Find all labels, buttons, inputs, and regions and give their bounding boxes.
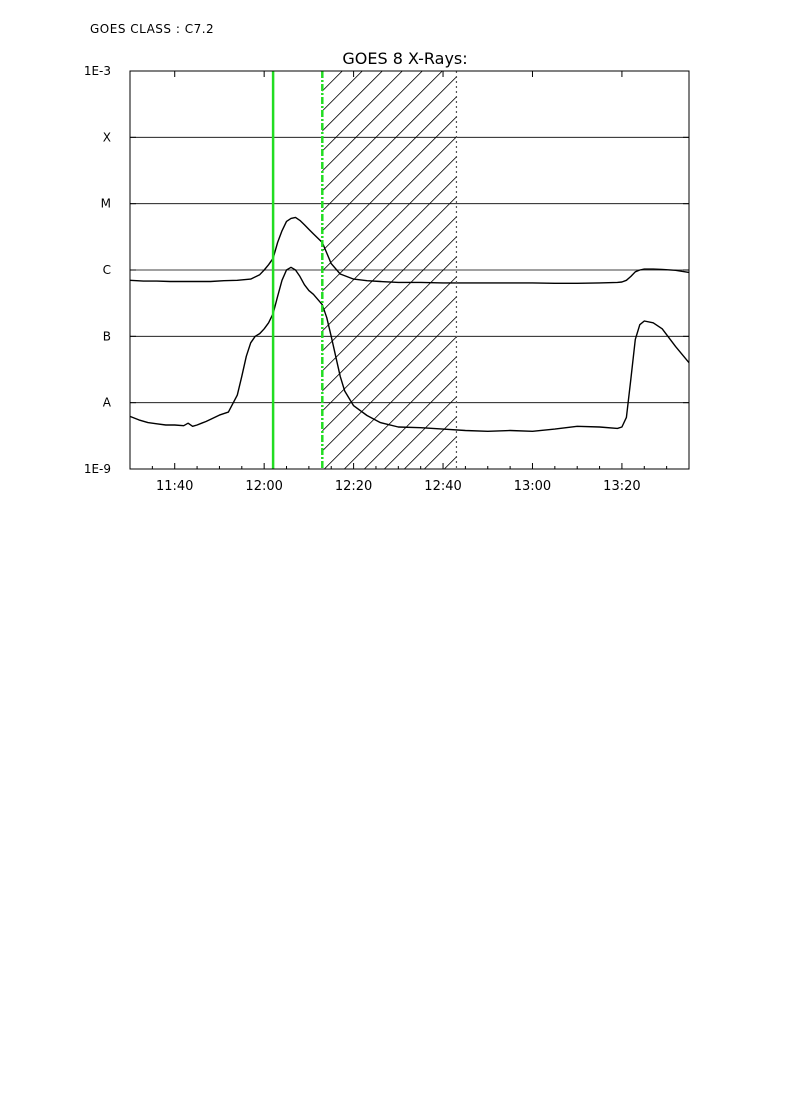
series-long-channel-line bbox=[130, 216, 689, 284]
hatch-line bbox=[344, 356, 457, 469]
x-tick-label: 12:40 bbox=[424, 479, 461, 494]
hatch-line bbox=[324, 336, 457, 469]
hatch-line bbox=[322, 156, 457, 292]
hatch-line bbox=[322, 96, 457, 232]
grid-layer bbox=[130, 136, 689, 404]
hatch-line bbox=[322, 71, 423, 172]
x-tick-label: 11:40 bbox=[156, 479, 193, 494]
hatch-line bbox=[322, 276, 457, 412]
x-tick-label: 13:00 bbox=[514, 479, 551, 494]
y-tick-label: X bbox=[103, 130, 111, 144]
goes-class-label: GOES CLASS : C7.2 bbox=[90, 22, 215, 36]
y-tick-label: 1E-3 bbox=[84, 64, 111, 78]
hatch-line bbox=[322, 256, 457, 392]
chart-title: GOES 8 X-Rays: bbox=[342, 49, 467, 68]
y-tick-label: 1E-9 bbox=[84, 462, 111, 476]
x-tick-label: 12:00 bbox=[245, 479, 282, 494]
hatch-line bbox=[322, 116, 457, 252]
x-tick-label: 13:20 bbox=[603, 479, 640, 494]
axis-ticks: 1E-9 A B C M X 1E-3 11:40 12:00 12:20 12:40 13:00 13… bbox=[84, 64, 690, 494]
hatch-line bbox=[322, 196, 457, 332]
y-tick-label: M bbox=[101, 197, 111, 211]
hatch-line bbox=[364, 376, 457, 469]
hatch-line bbox=[322, 216, 457, 352]
hatch-line bbox=[322, 71, 403, 152]
y-tick-label: C bbox=[103, 263, 111, 277]
marker-layer bbox=[271, 71, 458, 469]
x-tick-label: 12:20 bbox=[335, 479, 372, 494]
hatch-line bbox=[322, 296, 457, 432]
y-tick-label: A bbox=[103, 396, 112, 410]
hatch-line bbox=[322, 236, 457, 372]
series-layer bbox=[130, 216, 689, 432]
hatch-line bbox=[384, 396, 457, 469]
hatch-line bbox=[322, 316, 457, 452]
hatched-region bbox=[322, 71, 457, 469]
hatch-line bbox=[322, 176, 457, 312]
y-tick-label: B bbox=[103, 329, 111, 343]
hatch-line bbox=[322, 71, 443, 192]
series-short-channel-line bbox=[130, 266, 689, 432]
hatch-line bbox=[322, 76, 457, 212]
